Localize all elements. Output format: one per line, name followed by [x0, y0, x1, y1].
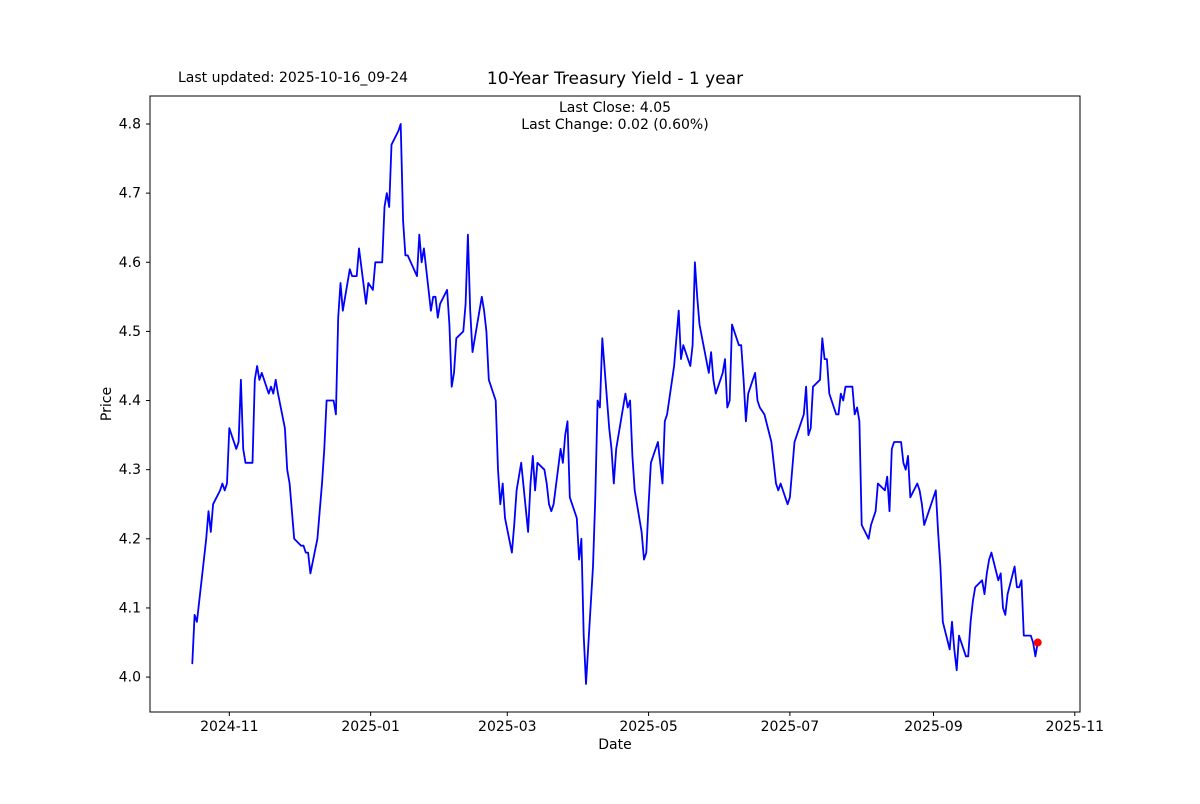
- y-axis-tick-label: 4.6: [119, 255, 141, 271]
- plot-border: [149, 95, 1081, 713]
- x-axis-tick-label: 2025-01: [341, 719, 400, 735]
- last-close-marker: [1033, 638, 1042, 647]
- y-axis-tick-label: 4.1: [119, 600, 141, 616]
- x-axis-tick-label: 2024-11: [200, 719, 259, 735]
- price-line: [191, 123, 1039, 685]
- last-updated-text: Last updated: 2025-10-16_09-24: [178, 70, 409, 86]
- x-axis-tick-label: 2025-03: [478, 719, 537, 735]
- subtitle-last-close: Last Close: 4.05: [558, 100, 672, 116]
- x-axis-tick-label: 2025-05: [619, 719, 678, 735]
- y-axis-tick-label: 4.2: [119, 531, 141, 547]
- y-axis-tick-label: 4.3: [119, 462, 141, 478]
- y-axis-title: Price: [99, 386, 115, 422]
- y-axis-tick-label: 4.8: [119, 117, 141, 133]
- y-axis-tick-label: 4.4: [119, 393, 141, 409]
- chart-subtitle: Last Close: 4.05 Last Change: 0.02 (0.60…: [150, 100, 1080, 133]
- y-axis-tick-label: 4.5: [119, 324, 141, 340]
- subtitle-last-change: Last Change: 0.02 (0.60%): [521, 116, 709, 133]
- chart-title: 10-Year Treasury Yield - 1 year: [486, 69, 744, 89]
- x-axis-title: Date: [598, 737, 632, 753]
- x-axis-tick-label: 2025-11: [1046, 719, 1105, 735]
- x-axis-tick-label: 2025-09: [904, 719, 963, 735]
- x-axis-tick-label: 2025-07: [761, 719, 820, 735]
- y-axis-tick-label: 4.0: [119, 670, 141, 686]
- y-axis-tick-label: 4.7: [119, 186, 141, 202]
